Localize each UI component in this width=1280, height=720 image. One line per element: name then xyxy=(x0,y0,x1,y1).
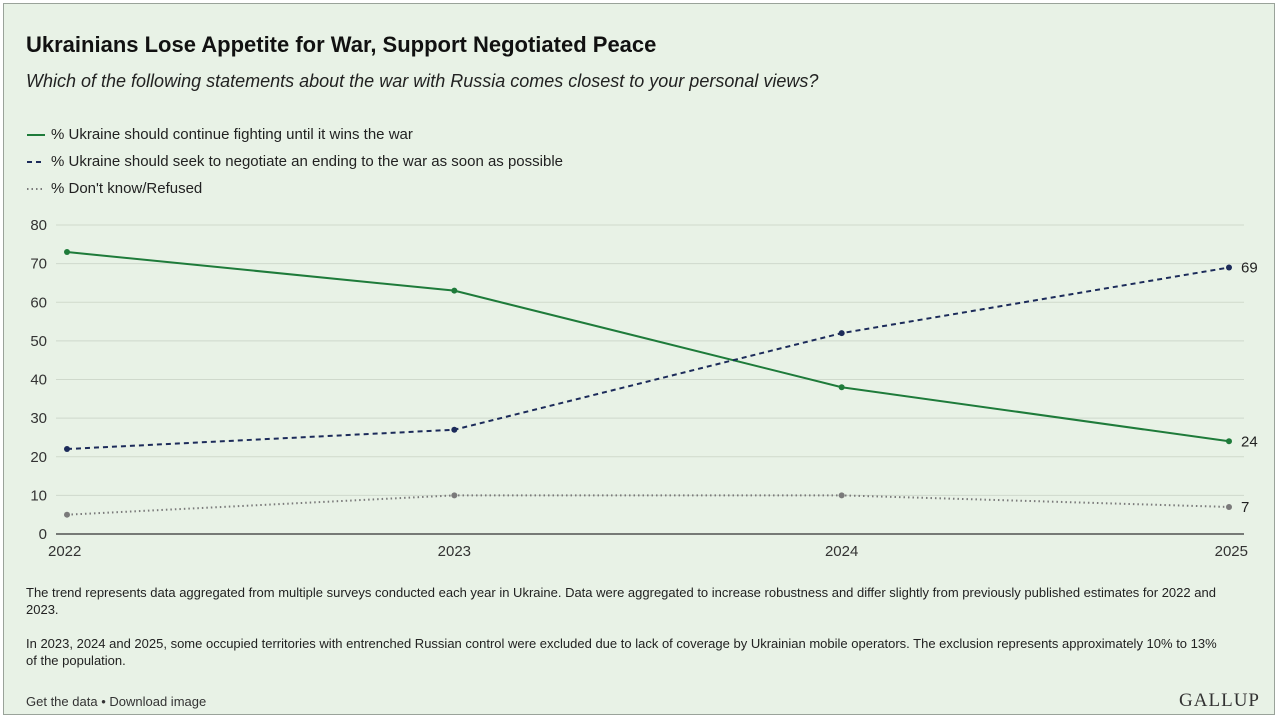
y-tick-label-30: 30 xyxy=(30,410,47,427)
data-point-2-2022 xyxy=(64,511,70,518)
data-point-2-2024 xyxy=(838,492,845,499)
footnote-aggregation: The trend represents data aggregated fro… xyxy=(26,585,1216,617)
legend-label: % Ukraine should seek to negotiate an en… xyxy=(51,153,563,170)
data-point-1-2025 xyxy=(1226,264,1232,271)
end-label-series-0: 24 xyxy=(1241,433,1258,450)
x-tick-label-2024: 2024 xyxy=(825,543,858,560)
x-tick-label-2025: 2025 xyxy=(1215,543,1248,560)
series-line-0 xyxy=(66,251,1230,443)
y-tick-label-80: 80 xyxy=(30,217,47,234)
chart-title: Ukrainians Lose Appetite for War, Suppor… xyxy=(26,32,657,57)
line-chart: 0 10 20 30 40 50 60 70 80 2022 2023 2024 2025 24 69 7 xyxy=(30,217,1258,560)
data-point-1-2024 xyxy=(838,330,845,337)
data-point-2-2023 xyxy=(451,492,458,499)
series-line-2 xyxy=(66,494,1230,516)
y-tick-label-10: 10 xyxy=(30,487,47,504)
y-tick-label-70: 70 xyxy=(30,256,47,273)
legend-item-negotiate: % Ukraine should seek to negotiate an en… xyxy=(26,148,563,175)
y-tick-label-60: 60 xyxy=(30,294,47,311)
legend: % Ukraine should continue fighting until… xyxy=(26,121,563,202)
data-point-2-2025 xyxy=(1226,503,1232,510)
footnote-exclusion: In 2023, 2024 and 2025, some occupied te… xyxy=(26,636,1217,668)
data-point-0-2024 xyxy=(838,384,845,391)
legend-item-continue-fighting: % Ukraine should continue fighting until… xyxy=(26,121,563,148)
data-point-0-2025 xyxy=(1226,438,1232,445)
link-separator: • xyxy=(101,694,106,709)
chart-card: Ukrainians Lose Appetite for War, Suppor… xyxy=(3,3,1275,715)
legend-solid-line-icon xyxy=(27,133,45,136)
y-tick-label-50: 50 xyxy=(30,333,47,350)
end-label-series-2: 7 xyxy=(1241,499,1249,516)
x-tick-label-2022: 2022 xyxy=(48,543,81,560)
legend-dotted-line-icon xyxy=(27,187,45,190)
series-line-1 xyxy=(66,266,1230,451)
get-data-link[interactable]: Get the data xyxy=(26,694,98,709)
chart-subtitle: Which of the following statements about … xyxy=(26,71,819,91)
y-tick-label-0: 0 xyxy=(39,526,47,543)
y-tick-label-20: 20 xyxy=(30,449,47,466)
legend-label: % Ukraine should continue fighting until… xyxy=(51,126,413,143)
x-tick-label-2023: 2023 xyxy=(438,543,471,560)
data-point-1-2022 xyxy=(64,446,70,453)
legend-label: % Don't know/Refused xyxy=(51,180,203,197)
gallup-logo: GALLUP xyxy=(1179,690,1260,711)
data-point-1-2023 xyxy=(451,426,458,433)
download-image-link[interactable]: Download image xyxy=(109,694,207,709)
legend-item-dont-know: % Don't know/Refused xyxy=(26,175,563,202)
y-tick-label-40: 40 xyxy=(30,372,47,389)
data-point-0-2023 xyxy=(451,287,458,294)
legend-dashed-line-icon xyxy=(27,160,45,163)
data-point-0-2022 xyxy=(64,249,70,256)
footer-links: Get the data • Download image xyxy=(26,694,206,709)
end-label-series-1: 69 xyxy=(1241,259,1258,276)
